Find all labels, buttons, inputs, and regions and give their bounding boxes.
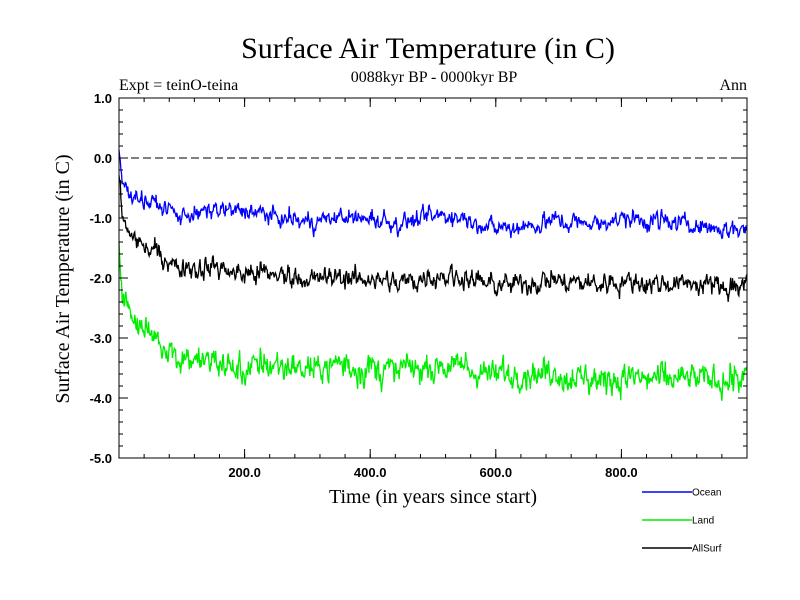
chart-subtitle: 0088kyr BP - 0000kyr BP (351, 69, 518, 86)
legend-label-ocean: Ocean (692, 488, 721, 499)
axes-layer: 1.0 0.0 -1.0 -2.0 -3.0 -4.0 -5.0 200.0 400.0 600.… (90, 91, 748, 480)
y-tick-label: -3.0 (90, 331, 112, 346)
chart-title: Surface Air Temperature (in C) (241, 32, 615, 65)
legend-label-allsurf: AllSurf (692, 544, 722, 555)
y-tick-label: -4.0 (90, 391, 112, 406)
experiment-label: Expt = teinO-teina (119, 77, 238, 94)
x-tick-label: 600.0 (480, 465, 513, 480)
y-tick-label: -2.0 (90, 271, 112, 286)
y-tick-label: -1.0 (90, 211, 112, 226)
legend: Ocean Land AllSurf (642, 488, 722, 555)
x-tick-label: 400.0 (354, 465, 387, 480)
series-layer (118, 149, 748, 401)
x-tick-label: 200.0 (228, 465, 261, 480)
series-line-allsurf (118, 175, 748, 302)
y-tick-label: 1.0 (94, 91, 112, 106)
legend-label-land: Land (692, 516, 714, 527)
x-tick-label: 800.0 (605, 465, 638, 480)
series-line-land (118, 241, 748, 401)
y-tick-label: -5.0 (90, 451, 112, 466)
y-tick-label: 0.0 (94, 151, 112, 166)
y-axis-label: Surface Air Temperature (in C) (52, 154, 74, 403)
season-label: Ann (719, 77, 747, 94)
x-axis-label: Time (in years since start) (329, 486, 537, 508)
series-line-ocean (118, 149, 748, 240)
